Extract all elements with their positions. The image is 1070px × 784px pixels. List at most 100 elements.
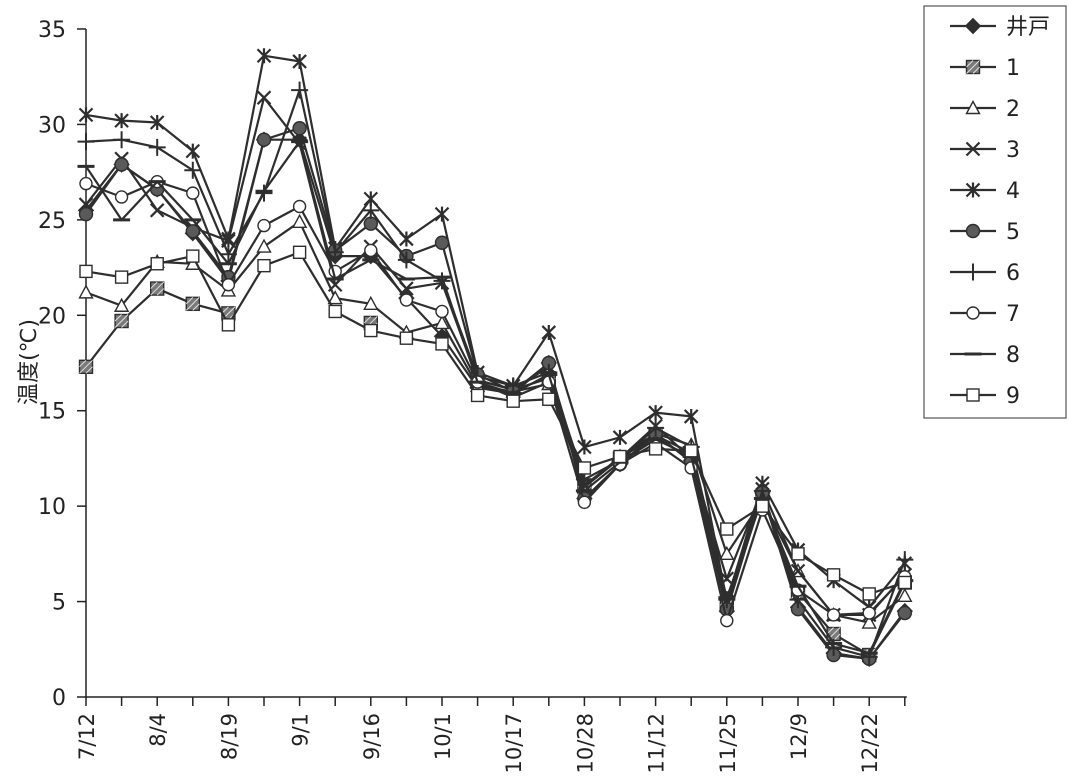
data-point <box>647 419 665 437</box>
legend-item: 8 <box>950 343 1020 368</box>
data-point <box>292 199 307 214</box>
data-point <box>149 281 165 296</box>
legend-marker <box>965 141 981 157</box>
data-point <box>862 587 876 601</box>
data-point <box>184 161 202 179</box>
data-point <box>256 90 272 105</box>
data-point <box>79 264 93 279</box>
data-point <box>648 405 663 421</box>
y-tick-label: 35 <box>38 18 66 43</box>
data-point <box>362 201 380 219</box>
x-tick-label: 10/17 <box>502 713 526 774</box>
data-point <box>291 81 309 99</box>
legend-label: 1 <box>1006 56 1020 81</box>
data-point <box>826 626 841 642</box>
data-point <box>78 284 94 299</box>
data-point <box>433 272 451 290</box>
data-point <box>861 614 877 629</box>
data-point <box>327 290 343 305</box>
y-axis-label: 温度(℃) <box>17 319 42 405</box>
data-point <box>292 245 307 260</box>
data-point <box>755 499 770 513</box>
data-point <box>114 190 129 204</box>
data-point <box>684 444 698 458</box>
legend-item: 5 <box>950 220 1020 245</box>
x-tick-label: 10/1 <box>431 713 455 760</box>
data-point <box>613 449 627 464</box>
x-tick-label: 10/28 <box>573 713 597 774</box>
data-point <box>542 392 556 406</box>
legend-marker <box>964 263 982 281</box>
series-4 <box>78 48 913 615</box>
data-point <box>185 296 201 312</box>
series-line <box>85 86 906 659</box>
series-line <box>85 220 906 624</box>
legend-label: 井戸 <box>1006 15 1050 40</box>
data-point <box>364 323 378 338</box>
data-point <box>113 297 130 312</box>
legend-label: 5 <box>1006 220 1020 245</box>
y-tick-label: 30 <box>38 113 66 138</box>
data-point <box>399 331 414 345</box>
data-point <box>399 231 414 247</box>
y-tick-label: 0 <box>52 686 66 711</box>
data-point <box>291 213 308 228</box>
data-point <box>364 243 378 258</box>
data-point <box>898 575 912 590</box>
x-tick-label: 9/1 <box>289 713 313 747</box>
data-point <box>612 429 628 445</box>
data-point <box>78 359 94 375</box>
data-point <box>434 314 450 330</box>
x-tick-label: 12/9 <box>787 713 811 760</box>
data-point <box>896 551 914 569</box>
data-point <box>506 394 520 408</box>
data-point <box>541 324 557 340</box>
y-tick-label: 5 <box>52 591 66 616</box>
legend-label: 7 <box>1006 302 1020 327</box>
data-point <box>363 295 379 311</box>
data-point-hatch <box>114 314 129 328</box>
data-point <box>577 495 592 510</box>
legend: 井戸 1 2 3 4 5 6 7 8 9 <box>923 5 1067 419</box>
data-point <box>897 605 912 621</box>
data-point <box>256 132 272 147</box>
data-point <box>113 131 131 149</box>
data-point <box>186 249 200 263</box>
data-point <box>257 218 271 233</box>
series-line <box>85 54 906 609</box>
data-point <box>78 206 94 222</box>
data-point <box>150 257 164 271</box>
series-3 <box>78 90 913 623</box>
data-point <box>185 143 201 159</box>
data-point <box>292 53 307 69</box>
legend-marker <box>966 388 980 402</box>
x-tick-label: 11/12 <box>645 713 669 774</box>
data-point <box>221 278 236 292</box>
data-point <box>79 176 93 191</box>
data-point <box>363 216 378 231</box>
data-point <box>720 522 734 536</box>
series-line <box>85 287 906 657</box>
y-tick-label: 15 <box>38 400 66 425</box>
legend-box <box>923 5 1067 419</box>
legend-marker-hatch <box>966 60 980 74</box>
legend-marker <box>965 59 981 75</box>
series-5 <box>78 121 912 667</box>
data-point <box>114 313 129 329</box>
data-point <box>256 48 272 64</box>
legend-label: 9 <box>1006 384 1020 409</box>
legend-item: 1 <box>950 56 1020 81</box>
legend-marker <box>965 223 981 239</box>
data-point <box>149 203 165 218</box>
data-point <box>648 442 663 456</box>
data-point <box>399 293 414 307</box>
data-point <box>257 258 271 273</box>
x-tick-label: 8/4 <box>146 713 170 747</box>
data-point <box>397 251 415 269</box>
legend-label: 6 <box>1006 261 1020 286</box>
data-point <box>434 206 450 222</box>
legend-label: 4 <box>1006 179 1020 204</box>
data-point <box>114 270 129 284</box>
data-point <box>862 606 876 620</box>
